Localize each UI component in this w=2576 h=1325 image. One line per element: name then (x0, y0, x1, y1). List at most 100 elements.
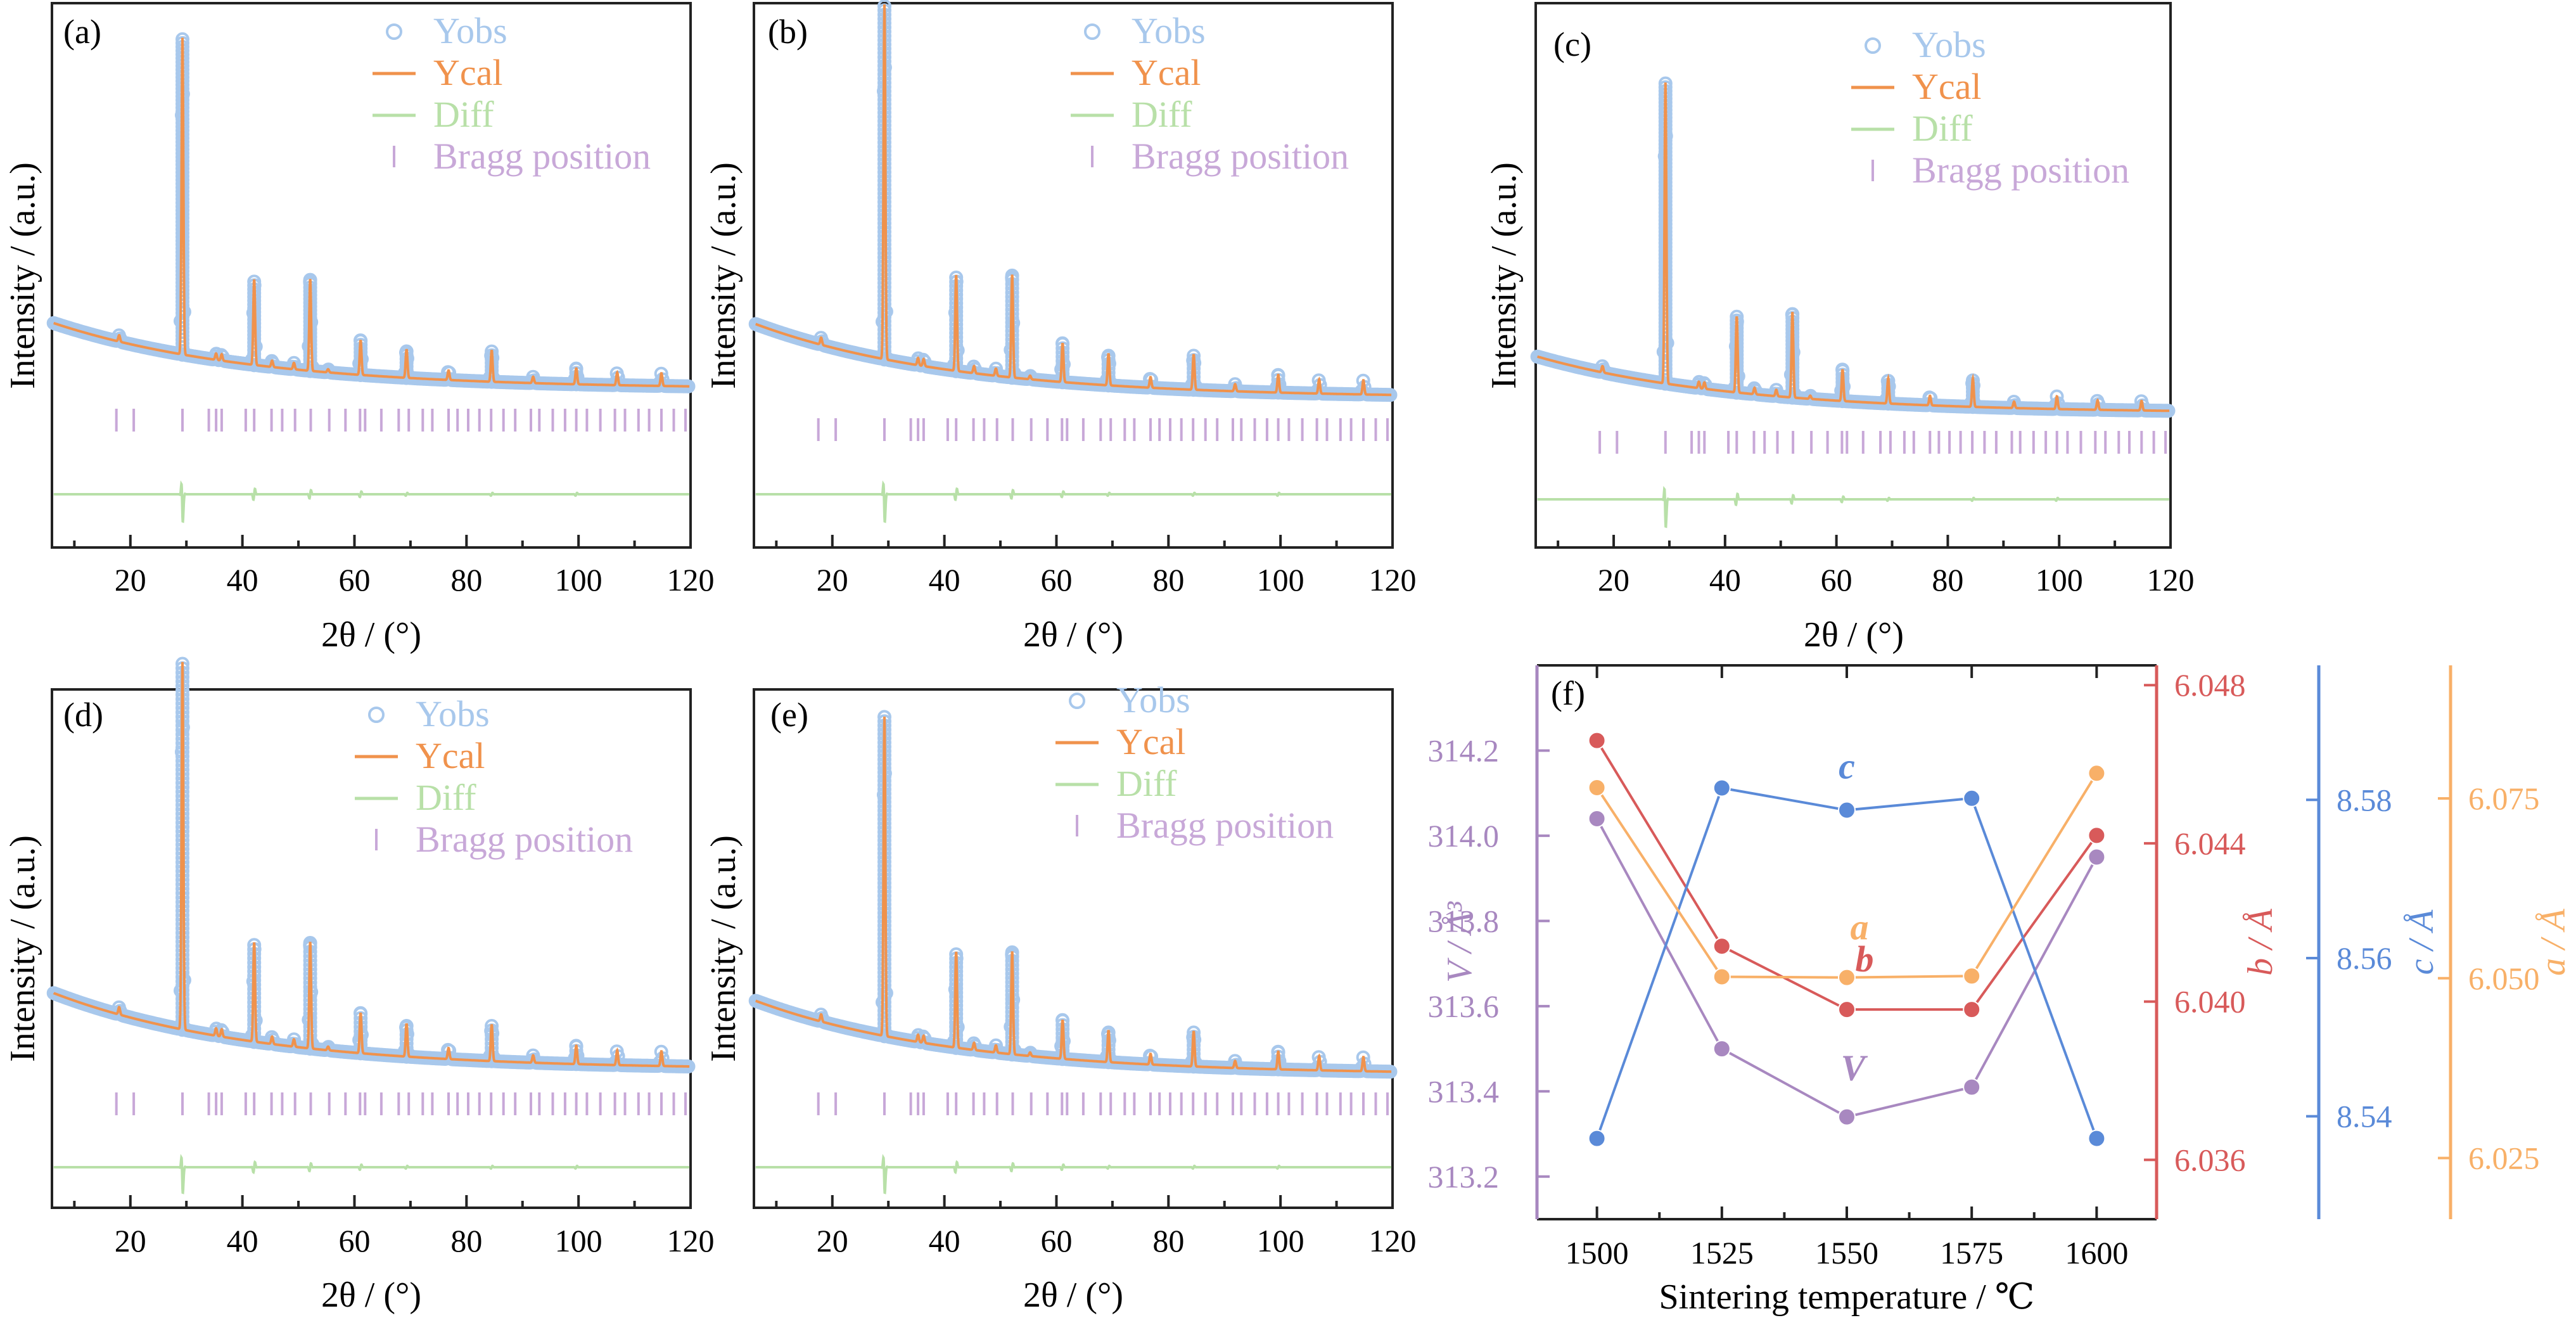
f-series-c-point (1588, 1129, 1606, 1148)
panel-d-yobs-point (247, 1004, 262, 1018)
panel-d-yobs-point (175, 996, 189, 1011)
x-tick-label: 20 (115, 1223, 146, 1258)
panel-d-yobs-point (175, 899, 189, 914)
f-series-a-point (1588, 779, 1606, 797)
legend-label: Diff (416, 777, 476, 818)
panel-f-axes: 1500 1525 1550 1575 1600 313.2 313.4 313.6 313.8… (1428, 665, 2573, 1271)
f-series-V-point (1588, 810, 1606, 828)
f-series-c-point (2088, 1129, 2106, 1148)
f-series-a-point (2088, 764, 2106, 783)
legend-yobs-symbol (1084, 23, 1100, 40)
panel-a-diff-line (53, 480, 690, 523)
x-tick-label: 120 (667, 562, 715, 598)
panel-d-ycal-line (53, 662, 690, 1068)
f-series-b-label: b (1856, 938, 1874, 980)
panel-b-yobs-point (949, 343, 964, 357)
panel-d-yobs-point (175, 1014, 189, 1028)
panel-d-yobs-point (303, 1028, 317, 1043)
panel-d-yobs-point (175, 930, 189, 945)
panel-e-yobs-point (1101, 1051, 1116, 1065)
legend-label: Yobs (416, 693, 490, 734)
panel-b-yobs-point (877, 246, 891, 260)
legend-label: Bragg position (1912, 150, 2129, 191)
f-axis-b-tick-label: 6.036 (2174, 1142, 2246, 1177)
panel-d-yobs-point (175, 992, 189, 1006)
panel-b-yobs-point (877, 288, 891, 303)
panel-b-yobs-point (877, 241, 891, 256)
panel-b-yobs-point (1005, 358, 1019, 372)
panel-e-yobs-point (877, 995, 891, 1009)
panel-e-yobs-series (748, 710, 1398, 1079)
panel-e-yobs-point (1005, 1043, 1019, 1058)
panel-d-yobs-point (247, 1021, 262, 1036)
legend-yobs-symbol (386, 23, 402, 40)
panel-d-yobs-point (175, 974, 189, 989)
panel-b-yobs-point (877, 263, 891, 278)
panel-d-frame (51, 688, 692, 1209)
f-series-b-point (1838, 1001, 1856, 1019)
panel-b-frame (753, 2, 1394, 549)
f-x-tick-label: 1600 (2065, 1235, 2128, 1271)
panel-b-yobs-point (877, 314, 891, 328)
panel-e-yobs-point (877, 999, 891, 1014)
panel-c-xlabel: 2θ / (°) (1804, 615, 1904, 655)
panel-e-yobs-point (949, 1028, 964, 1042)
panel-a-label: (a) (63, 13, 101, 51)
panel-c-ylabel: Intensity / (a.u.) (1484, 162, 1524, 389)
panel-b-yobs-point (949, 360, 964, 374)
panel-e-plot (748, 710, 1398, 1194)
panel-b-yobs-point (877, 259, 891, 273)
panel-f-xlabel: Sintering temperature / ℃ (1659, 1277, 2035, 1317)
panel-d-yobs-point (175, 978, 189, 993)
panel-e-yobs-point (877, 1021, 891, 1035)
panel-d: 20 40 60 80 100 120 (d) 2θ / (°) Intensity / … (3, 656, 715, 1315)
f-series-b-point (2088, 826, 2106, 845)
panel-b-yobs-point (949, 347, 964, 361)
legend-label: Bragg position (416, 819, 633, 860)
panel-d-yobs-point (354, 1037, 368, 1052)
panel-c-ycal-line (1537, 82, 2170, 413)
panel-b-plot (748, 0, 1398, 523)
panel-e-yobs-point (877, 987, 891, 1001)
panel-d-yobs-point (175, 1001, 189, 1015)
panel-d-yobs-point (175, 952, 189, 966)
panel-e-yobs-point (1005, 1021, 1019, 1036)
panel-d-yobs-point (175, 917, 189, 931)
panel-b-yobs-point (877, 331, 891, 345)
panel-c-xticks: 20 40 60 80 100 120 (1557, 535, 2195, 598)
panel-e-yobs-point (877, 957, 891, 971)
panel-d-yobs-point (354, 1042, 368, 1056)
f-axis-a-tick-label: 6.050 (2468, 961, 2540, 996)
panel-b-yobs-point (877, 276, 891, 290)
panel-e-yobs-point (877, 961, 891, 975)
panel-e-yobs-point (877, 931, 891, 945)
panel-e-yobs-point (877, 944, 891, 958)
panel-c-bragg-ticks (1598, 431, 2167, 454)
panel-b-yobs-point (877, 327, 891, 342)
panel-e-yobs-point (877, 1016, 891, 1031)
f-axis-a-tick-label: 6.025 (2468, 1141, 2540, 1176)
panel-e-diff-line (755, 1154, 1392, 1194)
panel-e-yobs-point (877, 978, 891, 992)
panel-a-frame (51, 2, 692, 549)
f-series-a-point (1838, 968, 1856, 987)
panel-e-xlabel: 2θ / (°) (1023, 1276, 1123, 1315)
panel-b-yobs-point (1005, 362, 1019, 376)
f-axis-b-tick-label: 6.040 (2174, 984, 2246, 1020)
panel-d-yobs-point (303, 1020, 317, 1034)
legend-label: Bragg position (1132, 136, 1349, 177)
panel-b-yobs-point (877, 284, 891, 298)
panel-e-yobs-point (877, 1008, 891, 1022)
x-tick-label: 120 (2147, 562, 2195, 598)
f-series-V-point (1963, 1078, 1981, 1096)
panel-e-yobs-point (949, 1020, 964, 1034)
panel-e-yobs-point (1055, 1043, 1070, 1058)
x-tick-label: 20 (1598, 562, 1629, 598)
panel-d-ylabel: Intensity / (a.u.) (3, 835, 42, 1062)
panel-e-yobs-point (877, 952, 891, 967)
f-axis-a-label: a / Å (2534, 908, 2573, 976)
panel-b-diff-line (755, 480, 1392, 523)
panel-d-plot (46, 656, 696, 1194)
f-series-b-point (1712, 937, 1731, 956)
